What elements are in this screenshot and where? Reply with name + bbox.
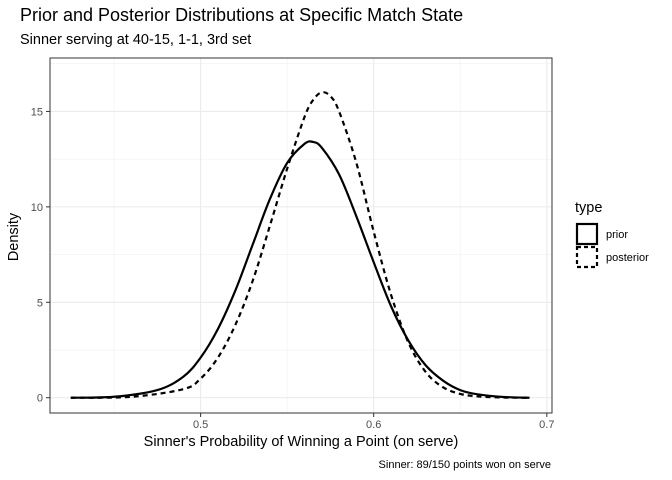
chart-subtitle: Sinner serving at 40-15, 1-1, 3rd set [20,32,252,48]
x-tick-label: 0.7 [539,419,554,431]
y-tick-label: 15 [31,106,43,118]
legend-key-prior [575,222,599,246]
x-axis-label: Sinner's Probability of Winning a Point … [143,434,459,450]
x-tick-label: 0.6 [366,419,381,431]
minor-gridlines [50,58,552,413]
legend-key-posterior [575,245,599,269]
chart-caption: Sinner: 89/150 points won on serve [378,459,551,471]
major-gridlines [50,58,552,413]
legend-keys [575,222,599,269]
series-layer [70,91,530,399]
series-line-prior [70,140,530,399]
y-axis-label: Density [6,212,22,262]
chart-title: Prior and Posterior Distributions at Spe… [20,5,464,25]
legend-label-prior: prior [606,229,629,241]
panel-border [49,57,553,414]
y-tick-label: 0 [37,393,43,405]
series-line-posterior [70,91,530,399]
y-tick-label: 5 [37,297,43,309]
legend-label-posterior: posterior [606,252,649,264]
legend-title: type [575,200,603,216]
x-tick-label: 0.5 [193,419,208,431]
axis-ticks: 0.5 0.6 0.7 0 5 10 15 [31,106,555,431]
y-tick-label: 10 [31,202,43,214]
